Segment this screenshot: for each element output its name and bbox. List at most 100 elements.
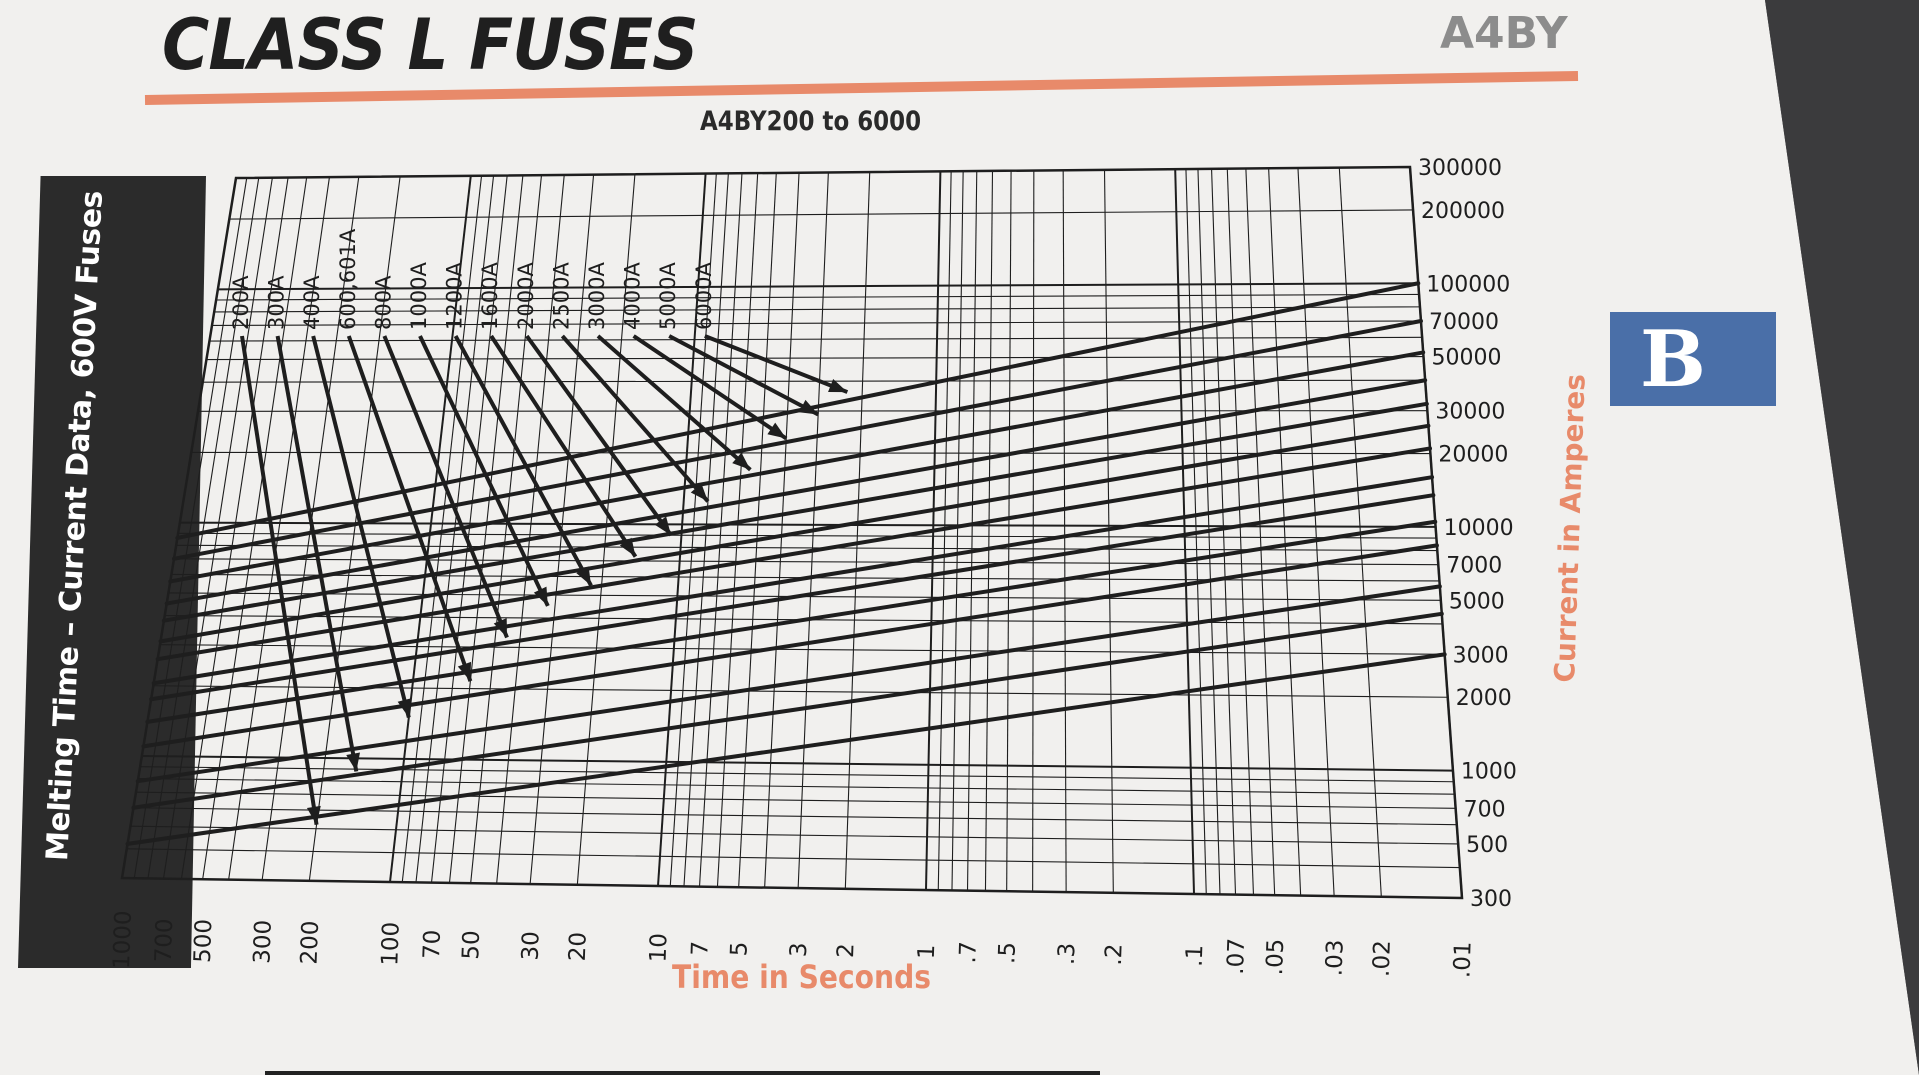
x-tick-label: 200 xyxy=(297,920,325,965)
x-gridline xyxy=(389,175,472,883)
curve-label: 2000A xyxy=(514,262,538,330)
curve-1000a xyxy=(149,493,1436,702)
x-tick-label: .7 xyxy=(955,941,982,964)
y-tick-label: 10000 xyxy=(1444,516,1514,541)
y-tick-label: 5000 xyxy=(1449,589,1505,614)
arrowhead xyxy=(767,422,787,439)
x-gridline xyxy=(844,172,871,889)
x-gridline xyxy=(1103,169,1114,893)
curve-label: 400A xyxy=(300,275,324,330)
x-gridline xyxy=(1226,168,1255,895)
x-tick-label: .5 xyxy=(994,942,1021,965)
x-tick-label: .07 xyxy=(1223,938,1250,975)
x-axis-title: Time in Seconds xyxy=(672,958,931,996)
arrowhead xyxy=(690,483,708,502)
y-tick-label: 1000 xyxy=(1461,760,1517,785)
x-tick-label: 300 xyxy=(249,919,277,964)
y-tick-label: 3000 xyxy=(1453,643,1509,668)
x-tick-label: 100 xyxy=(377,921,405,966)
y-tick-label: 100000 xyxy=(1426,272,1510,297)
leader-arrow xyxy=(560,334,710,503)
x-tick-label: .3 xyxy=(1054,942,1081,965)
arrowhead xyxy=(732,452,751,470)
leader-arrow xyxy=(668,334,820,417)
page-title: CLASS L FUSES xyxy=(162,4,698,86)
x-gridline xyxy=(1174,169,1195,895)
x-tick-label: .02 xyxy=(1369,940,1396,977)
y-gridline xyxy=(178,532,1437,539)
leader-arrow xyxy=(346,335,473,682)
curve-label: 600,601A xyxy=(336,228,360,330)
y-tick-label: 20000 xyxy=(1438,443,1508,468)
x-gridline xyxy=(1032,170,1035,892)
y-tick-label: 300000 xyxy=(1418,156,1502,181)
curve-800a xyxy=(145,519,1438,724)
arrowhead xyxy=(457,661,472,682)
curve-2000a xyxy=(158,423,1431,644)
arrowhead xyxy=(346,752,360,772)
curve-label: 800A xyxy=(371,275,395,330)
x-tick-label: 5 xyxy=(726,941,752,957)
x-tick-label: 1000 xyxy=(109,910,137,969)
leader-arrow xyxy=(596,334,752,472)
y-gridline xyxy=(138,778,1455,795)
x-gridline xyxy=(133,177,248,879)
leader-arrow xyxy=(418,335,550,607)
x-tick-label: .1 xyxy=(1182,944,1209,967)
x-tick-label: 700 xyxy=(151,918,179,963)
x-tick-label: 10 xyxy=(646,933,673,963)
x-gridline xyxy=(966,171,978,891)
y-gridline xyxy=(235,166,1411,179)
leader-arrow xyxy=(275,335,359,772)
x-gridline xyxy=(496,174,565,884)
y-gridline xyxy=(176,544,1438,552)
x-gridline xyxy=(1268,168,1302,896)
x-gridline xyxy=(951,171,964,891)
y-tick-label: 500 xyxy=(1466,833,1508,858)
curve-label: 3000A xyxy=(585,262,609,330)
x-gridline xyxy=(147,177,260,879)
y-gridline xyxy=(140,766,1454,783)
curve-400a xyxy=(135,584,1442,784)
curve-600-601a xyxy=(141,543,1439,749)
x-tick-label: 7 xyxy=(687,941,713,957)
arrowhead xyxy=(619,537,636,557)
y-gridline xyxy=(202,379,1426,383)
y-gridline xyxy=(135,791,1456,809)
x-gridline xyxy=(683,173,729,887)
curve-300a xyxy=(131,611,1444,810)
x-tick-label: .2 xyxy=(1101,943,1128,966)
curve-1200a xyxy=(151,475,1435,686)
y-tick-label: 50000 xyxy=(1431,346,1501,371)
y-gridline xyxy=(206,356,1424,361)
y-gridline xyxy=(121,877,1463,899)
product-code: A4BY xyxy=(1440,8,1568,59)
arrowhead xyxy=(654,516,672,536)
leader-arrow xyxy=(489,334,638,558)
x-gridline xyxy=(1006,170,1012,892)
y-tick-label: 200000 xyxy=(1421,199,1505,224)
arrowhead xyxy=(798,399,819,415)
curve-2500a xyxy=(161,401,1429,623)
curve-5000a xyxy=(171,319,1423,561)
curve-label: 200A xyxy=(229,275,253,330)
curve-6000a xyxy=(175,281,1421,540)
x-tick-label: 70 xyxy=(419,929,446,959)
leader-arrow xyxy=(525,334,673,537)
x-tick-label: .03 xyxy=(1322,939,1349,976)
x-gridline xyxy=(202,177,308,880)
leader-arrow xyxy=(382,335,509,639)
y-gridline xyxy=(173,558,1439,566)
curve-label: 1600A xyxy=(478,262,502,330)
curve-label: 4000A xyxy=(621,262,645,330)
y-tick-label: 700 xyxy=(1464,797,1506,822)
x-gridline xyxy=(1211,168,1237,895)
x-gridline xyxy=(698,173,743,887)
y-gridline xyxy=(229,209,1414,220)
x-gridline xyxy=(738,172,777,888)
x-tick-label: .05 xyxy=(1262,938,1289,975)
curve-4000a xyxy=(168,350,1426,584)
curve-label: 300A xyxy=(265,275,289,330)
